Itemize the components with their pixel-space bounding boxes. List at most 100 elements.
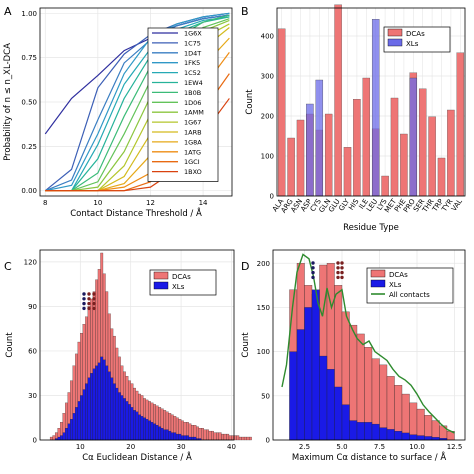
legend-swatch bbox=[153, 271, 169, 280]
x-tick-label: 40 bbox=[227, 443, 236, 451]
marker-dot bbox=[336, 266, 340, 270]
legend-label: 1ATG bbox=[184, 148, 201, 156]
y-axis-label: Count bbox=[241, 332, 251, 358]
marker-dot bbox=[336, 270, 340, 275]
bar-xl bbox=[180, 435, 184, 441]
bar-xl bbox=[85, 383, 88, 441]
bar-dca bbox=[49, 436, 53, 441]
legend-swatch bbox=[370, 279, 386, 288]
legend-swatch bbox=[153, 281, 169, 290]
bar-xl bbox=[80, 395, 83, 441]
x-tick-label: 10 bbox=[76, 443, 85, 451]
marker-dot bbox=[92, 306, 96, 311]
x-tick-label: 12 bbox=[146, 199, 155, 207]
bar-xl bbox=[306, 103, 314, 197]
bar-dca bbox=[211, 430, 214, 441]
bar-dca bbox=[221, 433, 225, 441]
legend-label: XLs bbox=[172, 283, 185, 291]
bar-xl bbox=[95, 365, 99, 441]
bar-xl bbox=[143, 417, 146, 441]
bar-dca bbox=[248, 436, 252, 441]
bar-xl bbox=[163, 429, 167, 441]
bar-xl bbox=[334, 386, 343, 441]
marker-dot bbox=[92, 297, 96, 301]
bar-dca bbox=[418, 88, 427, 197]
bar-dca bbox=[324, 113, 333, 197]
bar-xl bbox=[102, 359, 106, 441]
bar-xl bbox=[117, 392, 121, 441]
bar-dca bbox=[287, 137, 295, 197]
bar-xl bbox=[150, 422, 154, 441]
x-axis-label: Cα Euclidean Distance / Å bbox=[82, 451, 192, 463]
bar-xl bbox=[65, 428, 68, 441]
bar-xl bbox=[115, 387, 119, 441]
legend-label: 1B0B bbox=[184, 89, 201, 97]
bar-dca bbox=[218, 432, 222, 441]
bar-dca bbox=[238, 436, 242, 441]
bar-xl bbox=[75, 407, 78, 441]
bar-xl bbox=[77, 401, 81, 441]
bar-dca bbox=[226, 433, 230, 441]
legend-label: DCAs bbox=[406, 30, 425, 38]
bar-xl bbox=[92, 368, 96, 441]
bar-xl bbox=[57, 436, 61, 441]
bar-xl bbox=[128, 404, 131, 441]
x-tick-label: 10 bbox=[93, 199, 102, 207]
bar-dca bbox=[416, 408, 425, 441]
y-tick-label: 400 bbox=[261, 33, 274, 41]
marker-dot bbox=[82, 301, 86, 306]
y-tick-label: 150 bbox=[257, 304, 270, 312]
bar-xl bbox=[112, 383, 116, 441]
x-tick-label: 14 bbox=[199, 199, 208, 207]
y-tick-label: 0.25 bbox=[21, 143, 37, 151]
y-tick-label: 30 bbox=[28, 392, 37, 400]
x-tick-label: 20 bbox=[126, 443, 135, 451]
bar-dca bbox=[213, 432, 217, 441]
marker-dot bbox=[82, 306, 86, 311]
marker-dot bbox=[87, 292, 91, 296]
x-axis-label: Residue Type bbox=[343, 223, 399, 233]
y-axis-label: Count bbox=[245, 89, 255, 115]
x-tick-label: 7.5 bbox=[374, 443, 385, 451]
bar-dca bbox=[236, 435, 240, 441]
bar-xl bbox=[191, 436, 194, 441]
bar-xl bbox=[107, 371, 111, 441]
bar-xl bbox=[62, 432, 66, 441]
bar-dca bbox=[362, 77, 371, 197]
marker-dot bbox=[340, 261, 344, 265]
legend-swatch bbox=[370, 269, 386, 278]
bar-xl bbox=[311, 289, 320, 441]
legend-box bbox=[147, 27, 219, 182]
bar-xl bbox=[289, 351, 298, 441]
legend-label: XLs bbox=[389, 281, 402, 289]
bar-xl bbox=[135, 411, 139, 441]
legend-label: 1G67 bbox=[184, 119, 201, 127]
bar-xl bbox=[371, 19, 380, 197]
bar-xl bbox=[326, 369, 335, 441]
bar-dca bbox=[201, 428, 204, 441]
bar-xl bbox=[173, 432, 177, 441]
marker-dot bbox=[311, 261, 315, 265]
legend-label: 1D4T bbox=[184, 49, 201, 57]
bar-dca bbox=[343, 147, 352, 197]
bar-dca bbox=[52, 435, 56, 441]
bar-xl bbox=[349, 420, 358, 441]
bar-xl bbox=[148, 420, 151, 441]
legend-label: 1AMM bbox=[184, 109, 204, 117]
series-line bbox=[45, 16, 230, 192]
series-line bbox=[45, 16, 230, 192]
x-tick-label: 5.0 bbox=[336, 443, 347, 451]
y-tick-label: 60 bbox=[28, 347, 37, 355]
x-tick-label: 30 bbox=[177, 443, 186, 451]
marker-dot bbox=[336, 275, 340, 280]
bar-dca bbox=[334, 4, 342, 197]
series-line bbox=[45, 12, 230, 192]
y-axis-label: Count bbox=[5, 332, 15, 358]
bar-dca bbox=[243, 436, 247, 441]
bar-dca bbox=[241, 436, 245, 441]
y-tick-label: 0.50 bbox=[21, 99, 37, 107]
bar-dca bbox=[203, 429, 207, 441]
marker-dot bbox=[92, 292, 96, 296]
legend-label: 1G6X bbox=[184, 30, 202, 38]
bar-dca bbox=[223, 433, 227, 441]
